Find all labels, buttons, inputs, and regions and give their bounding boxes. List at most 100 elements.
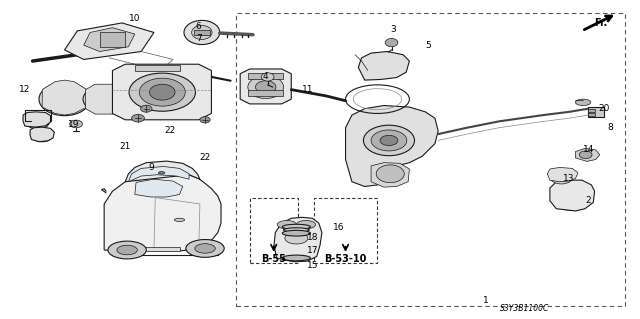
Ellipse shape <box>174 218 184 221</box>
Ellipse shape <box>285 233 308 244</box>
Polygon shape <box>42 80 87 115</box>
Text: 8: 8 <box>608 123 614 132</box>
Ellipse shape <box>255 81 276 93</box>
Ellipse shape <box>108 241 147 259</box>
Ellipse shape <box>92 91 117 108</box>
Text: 22: 22 <box>164 126 175 135</box>
Polygon shape <box>125 161 200 182</box>
Ellipse shape <box>47 88 83 110</box>
Text: 11: 11 <box>301 85 313 94</box>
Ellipse shape <box>561 190 584 205</box>
Ellipse shape <box>282 224 310 229</box>
Polygon shape <box>547 167 578 182</box>
Polygon shape <box>113 64 211 120</box>
Text: 16: 16 <box>333 223 345 232</box>
Ellipse shape <box>248 76 284 99</box>
Ellipse shape <box>191 26 212 40</box>
Ellipse shape <box>553 185 591 210</box>
Ellipse shape <box>567 195 577 201</box>
Ellipse shape <box>575 99 591 106</box>
Text: B-55: B-55 <box>261 254 286 264</box>
Bar <box>250 197 298 263</box>
Text: 10: 10 <box>129 14 141 23</box>
Bar <box>588 113 595 116</box>
Text: S3Y3B1100C: S3Y3B1100C <box>500 304 549 313</box>
Polygon shape <box>129 167 189 182</box>
Polygon shape <box>135 179 182 197</box>
Ellipse shape <box>380 135 398 145</box>
Polygon shape <box>274 217 322 262</box>
Bar <box>141 247 179 251</box>
Text: B-53-10: B-53-10 <box>324 254 367 264</box>
Ellipse shape <box>284 228 309 232</box>
Text: 19: 19 <box>68 120 80 129</box>
Text: 5: 5 <box>426 41 431 50</box>
Ellipse shape <box>282 255 310 261</box>
Polygon shape <box>23 112 51 127</box>
Ellipse shape <box>195 244 215 253</box>
Polygon shape <box>358 51 410 80</box>
Ellipse shape <box>117 245 138 255</box>
Text: 17: 17 <box>307 246 318 255</box>
Bar <box>248 90 283 96</box>
Ellipse shape <box>376 165 404 183</box>
Ellipse shape <box>555 173 568 181</box>
Ellipse shape <box>364 125 415 156</box>
Ellipse shape <box>39 83 90 116</box>
Ellipse shape <box>36 132 48 139</box>
Bar <box>248 73 283 78</box>
Text: 21: 21 <box>120 142 131 151</box>
Ellipse shape <box>159 172 165 174</box>
Polygon shape <box>240 69 291 104</box>
Bar <box>100 33 125 47</box>
Text: 14: 14 <box>582 145 594 154</box>
Ellipse shape <box>277 220 296 229</box>
Ellipse shape <box>70 120 83 128</box>
Text: 15: 15 <box>307 261 318 271</box>
Text: 18: 18 <box>307 233 318 242</box>
Bar <box>193 30 210 35</box>
Polygon shape <box>104 170 221 251</box>
Ellipse shape <box>371 130 407 151</box>
Ellipse shape <box>150 84 175 100</box>
Bar <box>588 109 595 112</box>
Ellipse shape <box>31 118 44 126</box>
Bar <box>135 65 179 70</box>
Ellipse shape <box>385 39 398 47</box>
Ellipse shape <box>83 86 125 113</box>
Ellipse shape <box>200 117 210 123</box>
Text: 13: 13 <box>563 174 575 183</box>
Ellipse shape <box>129 73 195 111</box>
Ellipse shape <box>140 78 185 106</box>
Text: 6: 6 <box>196 22 202 31</box>
Text: 20: 20 <box>598 104 610 113</box>
Bar <box>236 13 625 306</box>
Polygon shape <box>84 28 135 51</box>
Text: 9: 9 <box>148 163 154 172</box>
Polygon shape <box>86 84 123 114</box>
Ellipse shape <box>26 115 49 129</box>
Ellipse shape <box>186 240 224 257</box>
Ellipse shape <box>132 115 145 122</box>
Text: Fr.: Fr. <box>594 18 607 28</box>
Text: 12: 12 <box>19 85 31 94</box>
Ellipse shape <box>261 73 274 81</box>
Ellipse shape <box>296 220 316 229</box>
Ellipse shape <box>141 105 152 112</box>
Text: 1: 1 <box>483 296 489 305</box>
Polygon shape <box>371 163 410 187</box>
Bar <box>314 197 378 263</box>
Text: 22: 22 <box>200 153 211 162</box>
Ellipse shape <box>184 20 220 45</box>
Ellipse shape <box>32 130 52 142</box>
Ellipse shape <box>579 151 592 159</box>
Polygon shape <box>30 127 54 142</box>
Text: 3: 3 <box>390 25 396 34</box>
Ellipse shape <box>54 93 75 106</box>
Bar <box>588 107 604 117</box>
Ellipse shape <box>282 230 310 236</box>
Polygon shape <box>346 106 438 187</box>
Polygon shape <box>550 180 595 211</box>
Text: 4: 4 <box>263 72 269 81</box>
Ellipse shape <box>550 170 573 184</box>
